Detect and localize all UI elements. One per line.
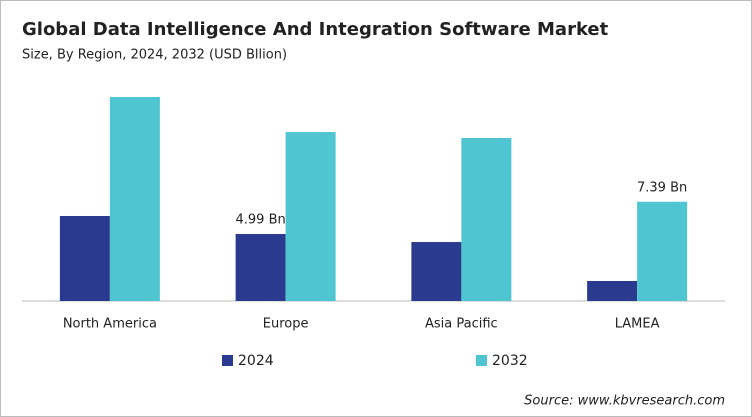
legend-label: 2032 [492, 353, 528, 369]
legend-label: 2024 [238, 353, 274, 369]
bar [411, 242, 462, 301]
x-tick-label: North America [63, 317, 157, 332]
bar [235, 233, 286, 301]
x-tick-label: Asia Pacific [425, 317, 498, 332]
x-tick-label: Europe [263, 317, 309, 332]
value-label: 7.39 Bn [637, 180, 687, 195]
bar [109, 97, 160, 301]
legend-swatch [222, 355, 233, 366]
source: Source: www.kbvresearch.com [524, 394, 725, 409]
legend-swatch [476, 355, 487, 366]
chart-subtitle: Size, By Region, 2024, 2032 (USD Bllion) [22, 48, 287, 63]
bar [637, 201, 688, 301]
bar [285, 132, 336, 301]
bar [587, 280, 638, 301]
x-tick-label: LAMEA [615, 317, 660, 332]
bar [59, 215, 110, 301]
bar [461, 137, 512, 301]
chart-title: Global Data Intelligence And Integration… [22, 19, 609, 40]
value-label: 4.99 Bn [236, 212, 286, 227]
